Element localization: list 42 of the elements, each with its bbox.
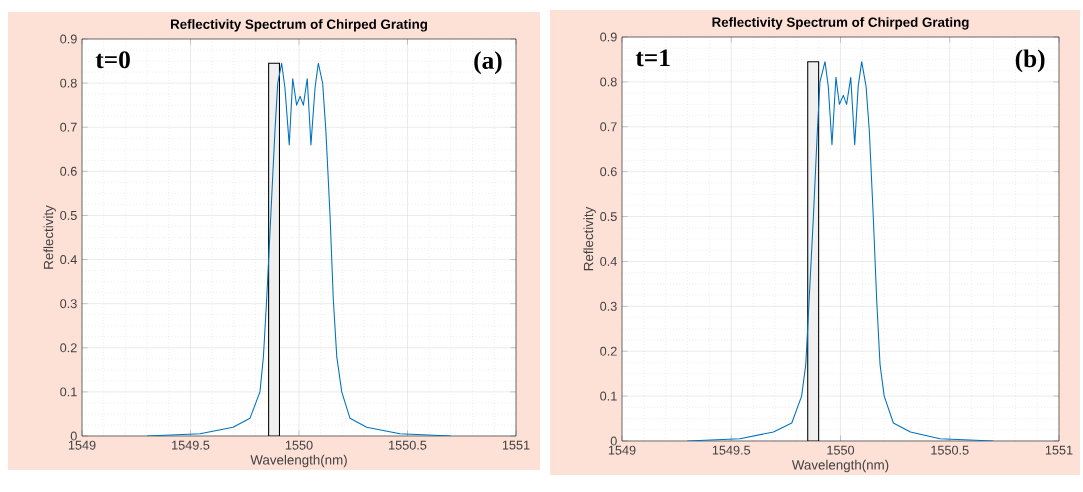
y-tick-label: 0.3 (60, 299, 77, 309)
y-axis-title: Reflectivity (43, 205, 56, 269)
line-series (146, 62, 452, 436)
y-tick-label: 0.9 (600, 32, 617, 42)
y-tick-label: 0.2 (600, 346, 617, 356)
y-tick-label: 0.5 (60, 210, 77, 220)
x-tick-label: 1549.5 (712, 445, 751, 455)
x-tick-label: 1551 (1045, 445, 1073, 455)
y-tick-label: 0.4 (600, 256, 617, 266)
x-tick-label: 1549 (68, 440, 96, 450)
x-tick-label: 1550 (827, 445, 855, 455)
y-tick-label: 0.3 (600, 301, 617, 311)
annotation: t=1 (635, 49, 670, 67)
x-tick-label: 1549 (608, 445, 636, 455)
y-tick-label: 0.9 (60, 34, 77, 44)
x-tick-label: 1550.5 (931, 445, 969, 455)
x-axis-title: Wavelength(nm) (250, 454, 347, 468)
chart-title: Reflectivity Spectrum of Chirped Grating (712, 17, 969, 30)
y-tick-label: 0.7 (600, 122, 617, 132)
annotation: (a) (474, 51, 502, 75)
x-axis-title: Wavelength(nm) (791, 459, 889, 473)
chart-title: Reflectivity Spectrum of Chirped Grating (171, 19, 428, 32)
y-tick-label: 0.2 (60, 343, 77, 353)
y-tick-label: 0 (610, 436, 617, 446)
y-tick-label: 0.1 (600, 391, 617, 401)
y-axis-title: Reflectivity (583, 206, 596, 271)
y-tick-label: 0.1 (60, 387, 77, 397)
y-tick-label: 0.5 (600, 212, 617, 222)
y-tick-label: 0.4 (60, 255, 77, 265)
x-tick-label: 1551 (502, 440, 530, 450)
annotation: (b) (1015, 49, 1045, 73)
y-tick-label: 0.8 (60, 78, 77, 88)
x-tick-label: 1549.5 (172, 440, 210, 450)
y-tick-label: 0.6 (60, 166, 77, 176)
line-series (687, 61, 994, 441)
x-tick-label: 1550.5 (389, 440, 427, 450)
y-tick-label: 0.7 (60, 122, 77, 132)
y-tick-label: 0.6 (600, 167, 617, 177)
y-tick-label: 0.8 (600, 77, 617, 87)
y-tick-label: 0 (70, 431, 77, 441)
annotation: t=0 (95, 51, 130, 69)
x-tick-label: 1550 (285, 440, 313, 450)
